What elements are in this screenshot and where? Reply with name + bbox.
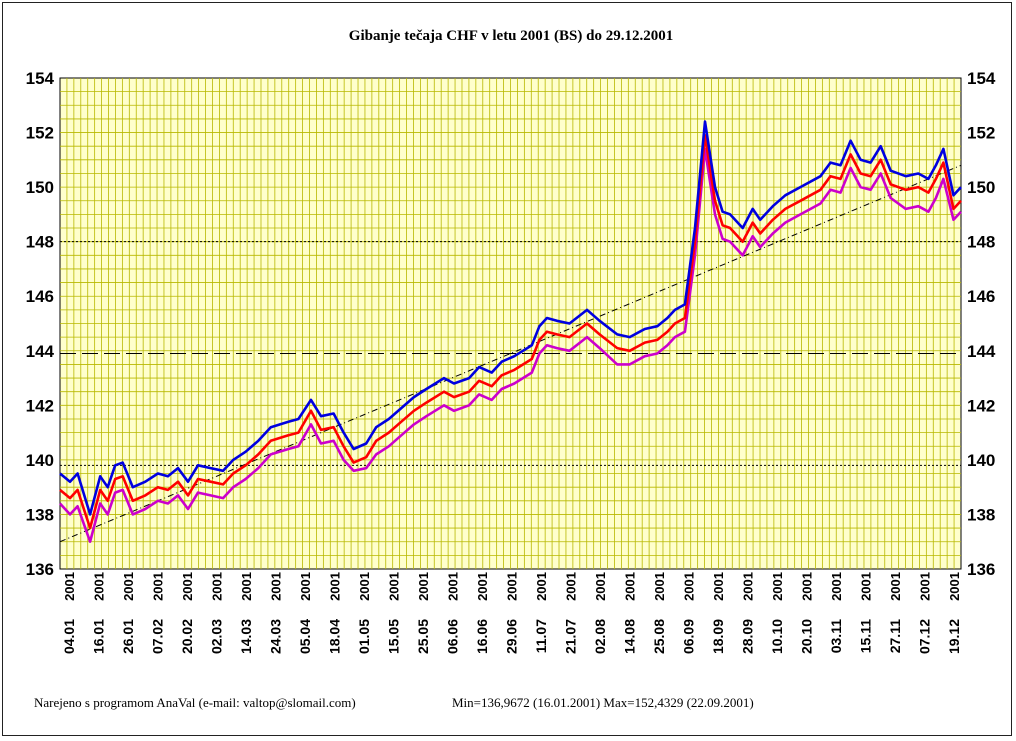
x-tick-label: 07.12 [917, 619, 933, 654]
x-tick-label: 01.05 [356, 619, 372, 654]
y-tick-label-right: 148 [967, 233, 995, 252]
y-tick-labels: 136 136 138 138 140 140 142 142 144 144 146 146 148 1… [26, 69, 996, 579]
x-tick-year-label: 2001 [151, 572, 166, 601]
y-tick-label-right: 136 [967, 560, 995, 579]
x-tick-label: 16.01 [91, 619, 107, 654]
x-tick-year-label: 2001 [416, 572, 431, 601]
x-tick-label: 06.06 [445, 619, 461, 654]
x-tick-label: 19.12 [946, 619, 962, 654]
x-tick-label: 14.08 [622, 619, 638, 654]
x-tick-year-label: 2001 [947, 572, 962, 601]
chart-title: Gibanje tečaja CHF v letu 2001 (BS) do 2… [349, 28, 673, 44]
x-tick-label: 28.09 [740, 619, 756, 654]
x-tick-label: 21.07 [563, 619, 579, 654]
x-tick-label: 10.10 [769, 619, 785, 654]
x-tick-year-label: 2001 [92, 572, 107, 601]
x-tick-label: 03.11 [828, 619, 844, 653]
x-tick-label: 16.06 [474, 619, 490, 654]
x-tick-year-label: 2001 [741, 572, 756, 601]
x-tick-label: 24.03 [268, 619, 284, 654]
y-tick-label-left: 142 [26, 396, 54, 415]
x-tick-label: 05.04 [297, 619, 313, 654]
x-tick-year-label: 2001 [210, 572, 225, 601]
x-tick-label: 25.08 [651, 619, 667, 654]
x-tick-label: 27.11 [887, 619, 903, 653]
y-tick-label-left: 136 [26, 560, 54, 579]
y-tick-label-right: 152 [967, 124, 995, 143]
x-tick-label: 18.09 [710, 619, 726, 654]
x-tick-label: 18.04 [327, 619, 343, 654]
x-tick-year-label: 2001 [328, 572, 343, 601]
x-tick-label: 04.01 [61, 619, 77, 654]
y-tick-label-left: 152 [26, 124, 54, 143]
x-tick-label: 29.06 [504, 619, 520, 654]
x-tick-year-label: 2001 [239, 572, 254, 601]
y-tick-label-right: 140 [967, 451, 995, 470]
y-tick-label-right: 142 [967, 396, 995, 415]
x-tick-year-label: 2001 [859, 572, 874, 601]
x-tick-label: 25.05 [415, 619, 431, 654]
x-tick-year-label: 2001 [800, 572, 815, 601]
series-lines [59, 120, 962, 544]
x-tick-label: 15.11 [858, 619, 874, 653]
x-tick-year-label: 2001 [652, 572, 667, 601]
x-tick-label: 26.01 [120, 619, 136, 654]
y-tick-label-right: 154 [967, 69, 996, 88]
x-tick-label: 20.10 [799, 619, 815, 654]
blue-series-line [59, 120, 962, 516]
x-tick-year-label: 2001 [505, 572, 520, 601]
reference-lines [60, 241, 961, 466]
x-tick-year-label: 2001 [623, 572, 638, 601]
x-tick-year-label: 2001 [918, 572, 933, 601]
red-series-line [59, 134, 962, 530]
x-tick-year-label: 2001 [564, 572, 579, 601]
y-tick-label-right: 150 [967, 178, 995, 197]
y-tick-label-left: 138 [26, 505, 54, 524]
x-tick-label: 02.08 [592, 619, 608, 654]
x-tick-year-label: 2001 [770, 572, 785, 601]
x-tick-year-label: 2001 [888, 572, 903, 601]
x-tick-year-label: 2001 [534, 572, 549, 601]
y-tick-label-left: 148 [26, 233, 54, 252]
y-tick-label-left: 150 [26, 178, 54, 197]
x-tick-year-label: 2001 [387, 572, 402, 601]
x-tick-label: 11.07 [533, 619, 549, 653]
x-tick-year-label: 2001 [711, 572, 726, 601]
x-tick-year-label: 2001 [829, 572, 844, 601]
y-tick-label-left: 144 [26, 342, 55, 361]
x-tick-year-label: 2001 [121, 572, 136, 601]
magenta-series-line [59, 147, 962, 544]
x-tick-year-label: 2001 [446, 572, 461, 601]
x-tick-year-label: 2001 [180, 572, 195, 601]
x-tick-year-label: 2001 [298, 572, 313, 601]
x-tick-label: 06.09 [681, 619, 697, 654]
y-tick-label-left: 154 [26, 69, 55, 88]
x-tick-year-label: 2001 [682, 572, 697, 601]
y-tick-label-right: 146 [967, 287, 995, 306]
x-tick-label: 02.03 [209, 619, 225, 654]
y-tick-label-left: 146 [26, 287, 54, 306]
x-tick-year-label: 2001 [593, 572, 608, 601]
x-tick-year-label: 2001 [62, 572, 77, 601]
x-tick-year-label: 2001 [357, 572, 372, 601]
footer-credit: Narejeno s programom AnaVal (e-mail: val… [34, 695, 356, 710]
footer-minmax: Min=136,9672 (16.01.2001) Max=152,4329 (… [452, 695, 754, 710]
y-tick-label-right: 138 [967, 505, 995, 524]
x-tick-year-label: 2001 [475, 572, 490, 601]
y-tick-label-right: 144 [967, 342, 996, 361]
x-tick-year-label: 2001 [269, 572, 284, 601]
x-tick-labels: 04.01 2001 16.01 2001 26.01 2001 07.02 2001 20.0… [61, 572, 962, 654]
y-tick-label-left: 140 [26, 451, 54, 470]
x-tick-label: 14.03 [238, 619, 254, 654]
x-tick-label: 20.02 [179, 619, 195, 654]
x-tick-label: 15.05 [386, 619, 402, 654]
x-tick-label: 07.02 [150, 619, 166, 654]
